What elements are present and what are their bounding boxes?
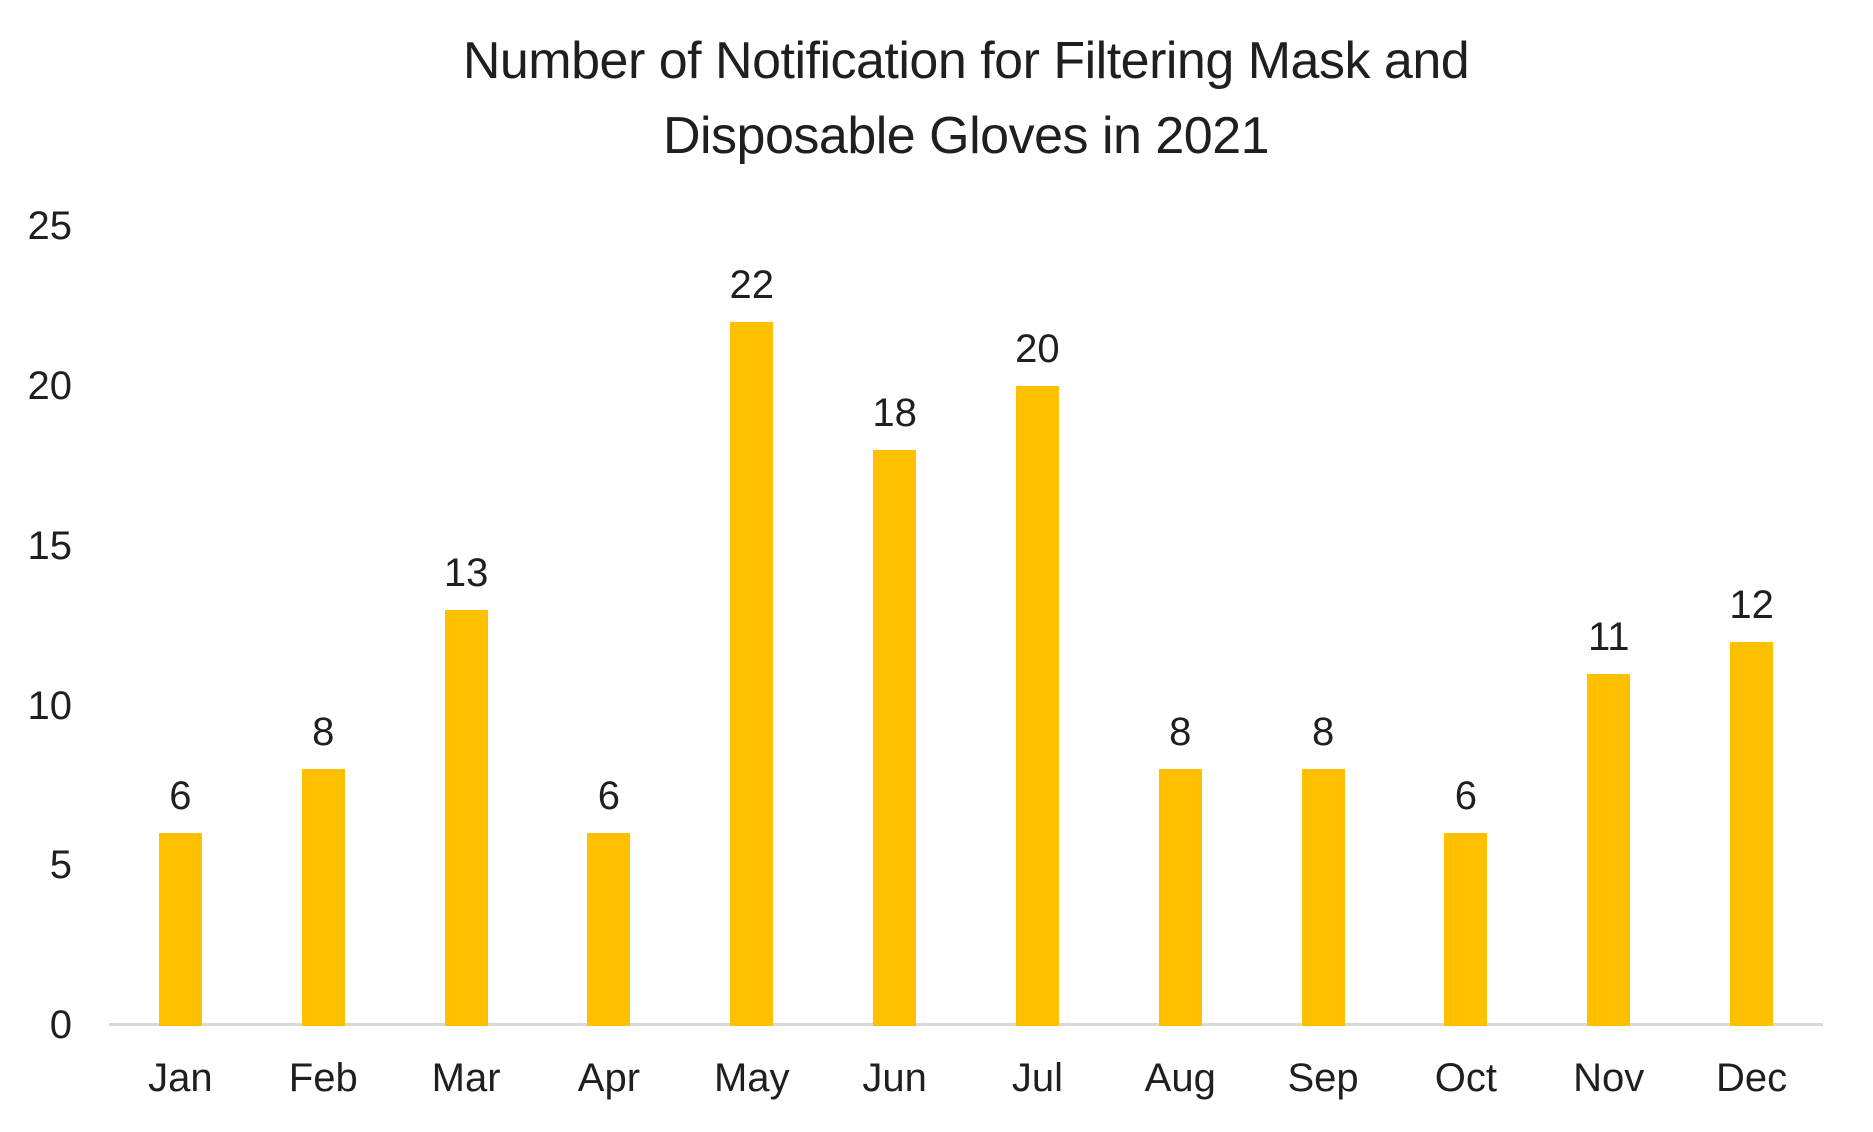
x-axis-label-aug: Aug (1144, 1056, 1216, 1100)
x-axis-label-apr: Apr (577, 1056, 641, 1100)
chart-title-line-2: Disposable Gloves in 2021 (662, 107, 1270, 165)
data-label-jul: 20 (1015, 327, 1060, 371)
x-axis-label-jul: Jul (1011, 1056, 1063, 1100)
bar-may (730, 322, 774, 1026)
data-label-jan: 6 (169, 774, 192, 819)
data-label-apr: 6 (597, 774, 621, 819)
data-label-sep: 8 (1311, 710, 1335, 755)
bar-feb (301, 769, 345, 1026)
x-axis-label-oct: Oct (1434, 1056, 1498, 1100)
x-axis-label-may: May (713, 1056, 790, 1100)
data-label-oct: 6 (1454, 774, 1478, 819)
chart-title: Number of Notification for Filtering Mas… (109, 24, 1823, 174)
data-label-mar: 13 (443, 550, 489, 595)
data-label-feb: 8 (312, 710, 335, 755)
bar-oct (1444, 833, 1488, 1026)
bar-aug (1158, 769, 1202, 1026)
data-label-may: 22 (729, 263, 775, 308)
data-label-dec: 12 (1729, 582, 1774, 627)
x-axis-label-dec: Dec (1716, 1056, 1788, 1100)
bar-jan (158, 833, 202, 1026)
y-axis-tick-label-10: 10 (27, 683, 73, 728)
bar-apr (587, 833, 631, 1026)
bar-sep (1301, 769, 1345, 1026)
bar-mar (444, 609, 488, 1026)
x-axis-label-feb: Feb (288, 1056, 358, 1100)
y-axis-tick-label-15: 15 (27, 523, 73, 568)
bar-jul (1015, 386, 1059, 1026)
bar-nov (1587, 673, 1631, 1026)
x-axis-label-sep: Sep (1287, 1056, 1359, 1100)
x-axis-line (109, 1023, 1823, 1026)
x-axis-label-jun: Jun (862, 1056, 927, 1100)
x-axis-label-mar: Mar (431, 1056, 501, 1100)
bar-dec (1730, 641, 1774, 1026)
data-label-nov: 11 (1587, 614, 1630, 659)
y-axis-tick-label-25: 25 (27, 204, 73, 249)
y-axis-tick-label-0: 0 (49, 1003, 72, 1047)
y-axis-tick-label-20: 20 (27, 364, 73, 408)
data-label-jun: 18 (872, 390, 917, 435)
data-label-aug: 8 (1169, 710, 1192, 755)
y-axis-tick-label-5: 5 (49, 843, 72, 888)
bar-jun (873, 449, 917, 1026)
x-axis-label-jan: Jan (148, 1056, 213, 1100)
x-axis-label-nov: Nov (1573, 1056, 1645, 1100)
chart-title-line-1: Number of Notification for Filtering Mas… (462, 32, 1470, 90)
